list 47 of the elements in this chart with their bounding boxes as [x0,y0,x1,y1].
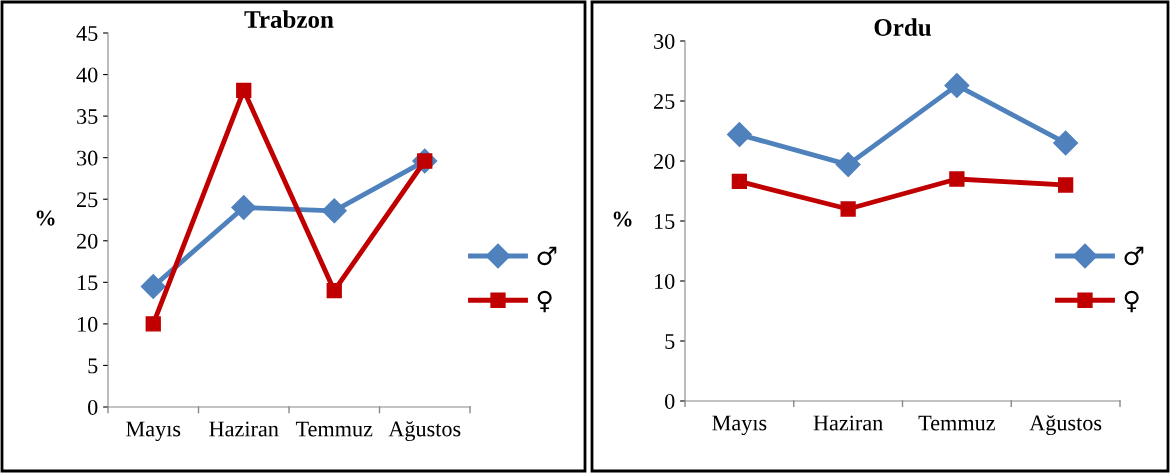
point [231,195,257,221]
legend-label: ♀ [1124,290,1139,313]
point [145,316,161,332]
y-axis-title: % [36,210,55,226]
y-tick-label: 30 [77,150,98,166]
y-tick-label: 10 [78,316,98,332]
x-tick-label: Mayıs [712,415,767,436]
y-tick-label: 15 [78,275,98,291]
legend-label: ♀ [537,290,552,313]
y-axis-title: % [613,211,632,227]
x-tick-label: Temmuz [918,415,995,431]
y-tick-label: 0 [665,393,675,409]
x-tick-label: Haziran [813,415,883,431]
point [326,283,342,299]
point [140,274,166,299]
y-tick-label: 25 [77,192,98,208]
y-tick-label: 5 [88,358,98,374]
y-tick-label: 5 [665,334,675,349]
point [321,198,347,224]
point [835,152,861,178]
x-tick-label: Ağustos [1029,415,1102,436]
y-tick-label: 10 [655,273,675,289]
y-tick-label: 35 [77,109,98,125]
y-tick-label: 0 [88,399,98,415]
x-tick-label: Haziran [209,421,279,437]
y-tick-label: 15 [655,214,675,229]
y-tick-label: 20 [77,233,98,249]
y-tick-label: 45 [76,26,98,41]
y-tick-label: 25 [654,93,675,109]
point [726,122,752,148]
legend-label: ♂ [537,246,557,266]
point [944,72,970,98]
point [840,201,856,217]
point [949,171,965,187]
y-tick-label: 20 [654,153,675,169]
chart-title: Ordu [874,18,932,36]
x-tick-label: Mayıs [126,421,181,442]
chart-title: Trabzon [244,10,334,28]
point [1053,130,1079,156]
y-tick-label: 40 [76,67,98,83]
x-tick-label: Ağustos [388,421,461,442]
point [236,82,252,98]
legend-label: ♂ [1124,246,1144,266]
y-tick-label: 30 [654,33,675,49]
x-tick-label: Temmuz [295,421,373,437]
point [731,173,748,190]
point [1057,177,1074,193]
